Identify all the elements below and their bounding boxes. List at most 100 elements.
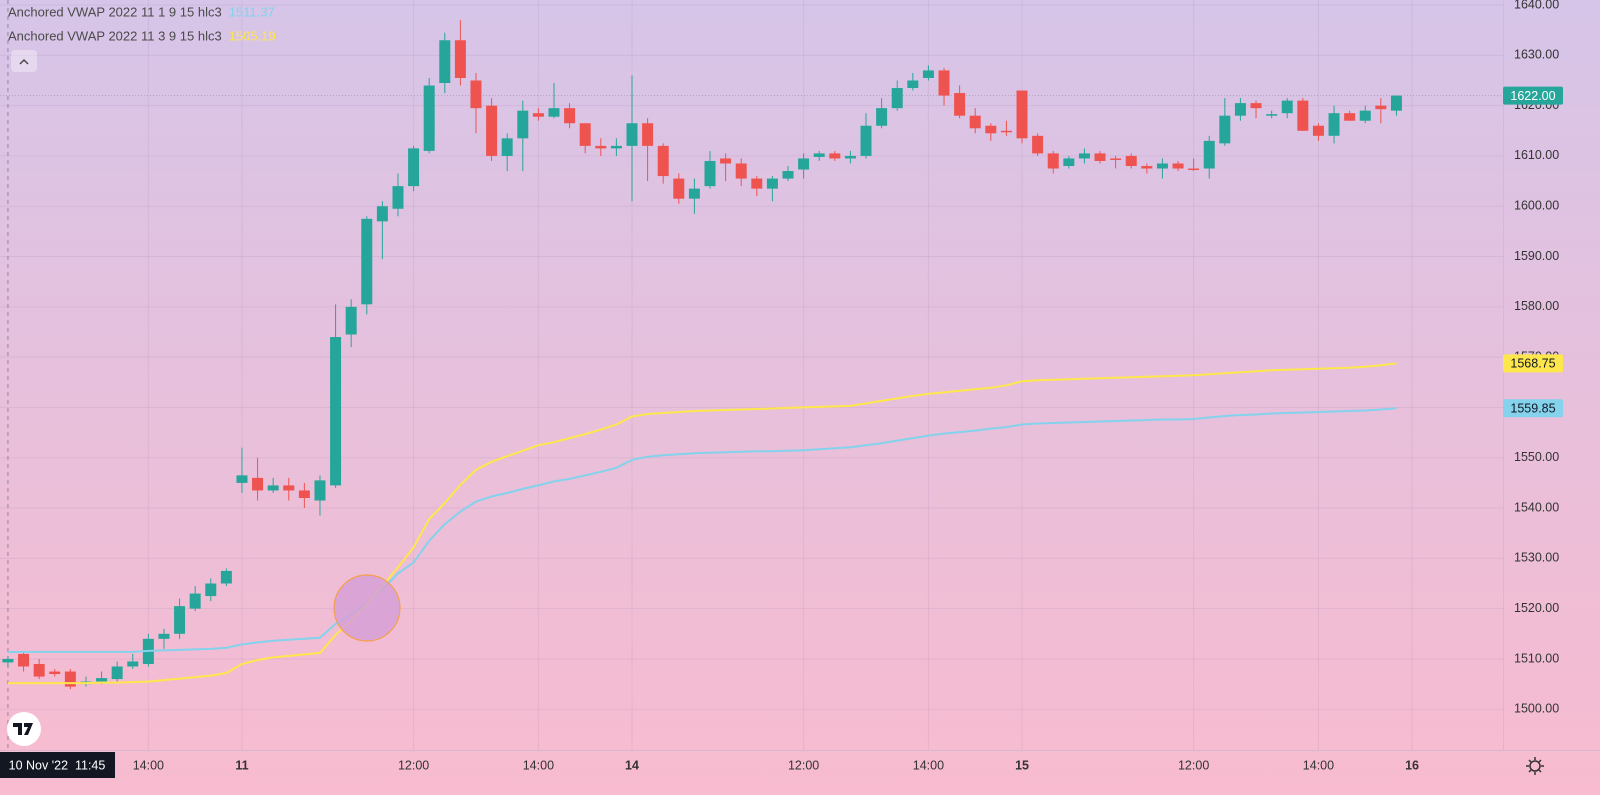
y-tick-label: 1520.00 [1514, 601, 1559, 615]
y-tick-label: 1630.00 [1514, 48, 1559, 62]
candle-body [657, 145, 669, 177]
candle-body [517, 110, 529, 139]
candle-body [501, 138, 513, 156]
candle-body [1078, 153, 1090, 159]
candle-body [907, 80, 919, 89]
settings-button[interactable] [1526, 757, 1544, 775]
candle-body [860, 125, 872, 156]
candle-body [330, 337, 342, 486]
candle-body [1234, 103, 1246, 116]
candle-body [704, 160, 716, 187]
y-tick-label: 1540.00 [1514, 500, 1559, 514]
y-tick-label: 1590.00 [1514, 249, 1559, 263]
candle-body [205, 583, 217, 597]
legend-value: 1505.19 [229, 28, 276, 43]
candle-body [891, 88, 903, 109]
plot [0, 0, 1503, 750]
vwap-line [8, 362, 1397, 685]
candle-body [766, 178, 778, 189]
last-value-badge [1503, 399, 1563, 418]
candle-body [96, 678, 108, 682]
candle-body [1047, 153, 1059, 169]
candle-body [236, 475, 248, 483]
candle-body [673, 178, 685, 199]
y-tick-label: 1600.00 [1514, 199, 1559, 213]
y-tick-label: 1530.00 [1514, 551, 1559, 565]
candle-body [1110, 158, 1122, 160]
candle-body [1000, 130, 1012, 133]
candle-body [252, 477, 264, 491]
candle-body [1141, 165, 1153, 169]
candle-body [1250, 103, 1262, 109]
candle-body [1297, 100, 1309, 131]
candle-body [298, 490, 310, 498]
x-tick-label: 15 [1015, 758, 1029, 772]
candle-body [1266, 114, 1278, 116]
candle-body [127, 661, 139, 667]
logo-bg [7, 712, 41, 746]
candle-body [938, 70, 950, 96]
gear-icon [1529, 760, 1541, 772]
candle-body [720, 158, 732, 164]
candle-body [1359, 110, 1371, 121]
candle-body [158, 633, 170, 639]
button-bg[interactable] [11, 50, 37, 72]
candle-body [1094, 153, 1106, 161]
candle-body [283, 485, 295, 491]
y-tick-label: 1500.00 [1514, 702, 1559, 716]
candle-body [267, 485, 279, 491]
y-tick-label: 1610.00 [1514, 148, 1559, 162]
candle-body [532, 113, 544, 117]
collapse-button[interactable] [11, 50, 37, 72]
candle-body [595, 145, 607, 149]
candle-body [174, 606, 186, 634]
candle-body [408, 148, 420, 187]
candle-body [735, 163, 747, 179]
logo[interactable] [7, 712, 41, 746]
candle-body [18, 653, 30, 667]
candle-body [1016, 90, 1028, 139]
chevron-icon [19, 59, 29, 65]
candle-body [954, 93, 966, 116]
candle-body [454, 40, 466, 78]
candle-body [189, 593, 201, 609]
candle-body [548, 108, 560, 117]
last-value-badge [1503, 354, 1563, 373]
candle-body [813, 153, 825, 157]
candle-body [314, 480, 326, 501]
last-value-label: 1622.00 [1510, 89, 1555, 103]
candle-body [579, 123, 591, 146]
candle-body [1375, 105, 1387, 110]
candle-body [376, 206, 388, 222]
last-value-label: 1568.75 [1510, 357, 1555, 371]
last-value-label: 1559.85 [1510, 401, 1555, 415]
candle-body [392, 186, 404, 209]
x-tick-label: 16 [1405, 758, 1419, 772]
crosshair-time-label: 10 Nov '22 11:45 [9, 758, 106, 772]
candle-body [626, 123, 638, 146]
candle-body [1032, 135, 1044, 154]
candle-body [423, 85, 435, 151]
x-tick-label: 14:00 [913, 758, 944, 772]
candle-body [345, 306, 357, 335]
legend-name: Anchored VWAP 2022 11 3 9 15 hlc3 [8, 28, 222, 43]
x-tick-label: 14:00 [523, 758, 554, 772]
candle-body [361, 218, 373, 305]
legend-name: Anchored VWAP 2022 11 1 9 15 hlc3 [8, 4, 222, 19]
circle-annotation [333, 574, 401, 642]
vwap-line [7, 407, 1397, 654]
candle-body [642, 123, 654, 146]
x-tick-label: 14 [625, 758, 639, 772]
crosshair-time-badge [0, 752, 115, 778]
x-tick-label: 12:00 [398, 758, 429, 772]
candle-body [688, 188, 700, 199]
last-value-badge [1503, 86, 1563, 105]
candle-body [439, 40, 451, 83]
candle-body [1156, 163, 1168, 169]
candle-body [1203, 140, 1215, 169]
candle-body [1344, 113, 1356, 121]
y-tick-label: 1550.00 [1514, 450, 1559, 464]
x-tick-label: 12:00 [1178, 758, 1209, 772]
